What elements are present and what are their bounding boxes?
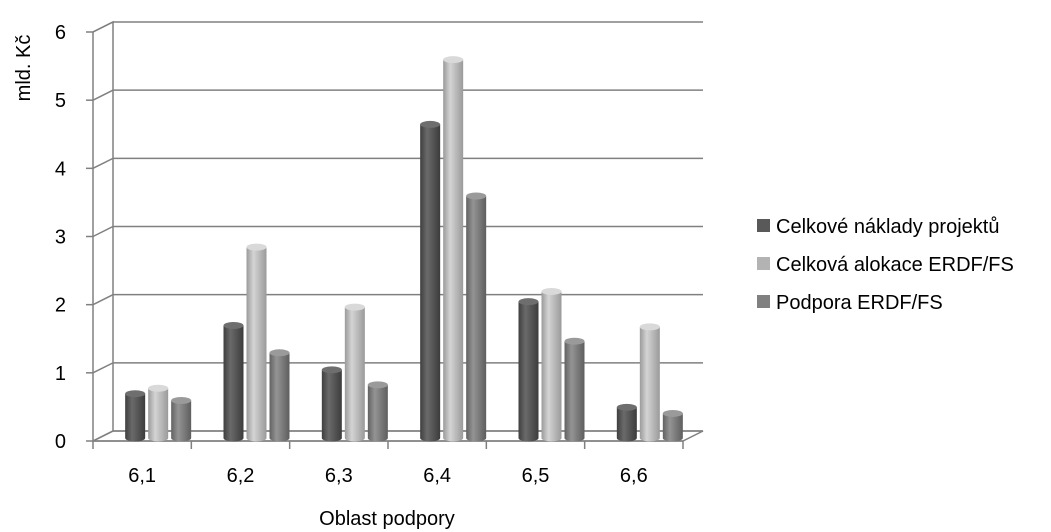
legend-swatch <box>757 257 770 270</box>
x-axis-title: Oblast podpory <box>319 508 455 530</box>
bar-body <box>148 388 169 442</box>
bar-body <box>564 341 585 442</box>
x-tick-label: 6,5 <box>522 465 550 487</box>
bar-top <box>616 403 637 411</box>
bar-top <box>518 298 539 306</box>
bar-body <box>125 393 146 442</box>
legend-label: Podpora ERDF/FS <box>776 292 943 314</box>
gridline <box>92 362 703 374</box>
y-tick-label: 1 <box>55 363 66 385</box>
bar-top <box>321 366 342 374</box>
y-tick-label: 0 <box>55 431 66 453</box>
bar-top <box>246 243 267 251</box>
x-tick-label: 6,3 <box>325 465 353 487</box>
bar-body <box>321 369 342 442</box>
x-tick-label: 6,2 <box>227 465 255 487</box>
bar <box>564 337 585 442</box>
gridline <box>92 225 703 238</box>
bar-body <box>518 301 539 442</box>
y-tick-label: 4 <box>55 158 66 180</box>
bar <box>466 192 487 442</box>
bar-body <box>616 407 637 442</box>
bar-top <box>420 120 441 128</box>
bar-top <box>443 56 464 64</box>
bar-top <box>639 323 660 331</box>
bar-top <box>662 409 683 417</box>
bar <box>639 323 660 442</box>
x-tick-label: 6,1 <box>128 465 156 487</box>
bar-body <box>639 326 660 442</box>
bar <box>171 397 192 442</box>
gridline <box>92 89 703 101</box>
x-tick-label: 6,6 <box>620 465 648 487</box>
bar-body <box>269 352 290 442</box>
bar <box>344 303 365 442</box>
gridline <box>92 293 703 306</box>
grid <box>92 21 703 442</box>
y-tick-label: 6 <box>55 22 66 44</box>
legend-label: Celkové náklady projektů <box>776 216 999 238</box>
y-axis-title: mld. Kč <box>13 35 35 102</box>
legend-label: Celková alokace ERDF/FS <box>776 254 1014 276</box>
bar-top <box>171 397 192 405</box>
bar-top <box>466 192 487 200</box>
bar <box>148 384 169 442</box>
legend-swatch <box>757 219 770 232</box>
bar-body <box>541 291 562 442</box>
bar <box>662 409 683 442</box>
bar-body <box>443 59 464 442</box>
bar-top <box>367 381 388 389</box>
bar-body <box>344 307 365 442</box>
bar <box>223 322 244 442</box>
bar <box>246 243 267 442</box>
bar <box>269 349 290 442</box>
bar-body <box>466 196 487 442</box>
bar <box>367 381 388 442</box>
bar-body <box>223 325 244 442</box>
bar-body <box>171 400 192 442</box>
bar-body <box>420 124 441 442</box>
bar-top <box>148 384 169 392</box>
bar-top <box>344 303 365 311</box>
bar-top <box>269 349 290 357</box>
bar-top <box>223 322 244 330</box>
x-tick-label: 6,4 <box>423 465 451 487</box>
legend: Celkové náklady projektů Celková alokace … <box>757 216 1014 314</box>
bar-top <box>125 390 146 398</box>
bar-body <box>662 413 683 442</box>
bar <box>321 366 342 442</box>
bar <box>420 120 441 442</box>
gridline <box>92 21 703 33</box>
bar <box>518 298 539 442</box>
bar-body <box>246 247 267 442</box>
bar <box>616 403 637 442</box>
bar <box>443 56 464 442</box>
bar-body <box>367 384 388 442</box>
axes <box>86 20 704 449</box>
bar-top <box>541 287 562 295</box>
legend-swatch <box>757 295 770 308</box>
bar-top <box>564 337 585 345</box>
y-tick-label: 5 <box>55 90 66 112</box>
y-tick-label: 2 <box>55 295 66 317</box>
y-tick-label: 3 <box>55 227 66 249</box>
tick-labels: 0 1 2 3 4 5 6 6,1 6,2 6,3 6,4 6,5 6,6 <box>55 22 648 487</box>
bar <box>541 287 562 442</box>
bar <box>125 390 146 442</box>
gridline <box>92 157 703 170</box>
bars <box>125 56 683 442</box>
